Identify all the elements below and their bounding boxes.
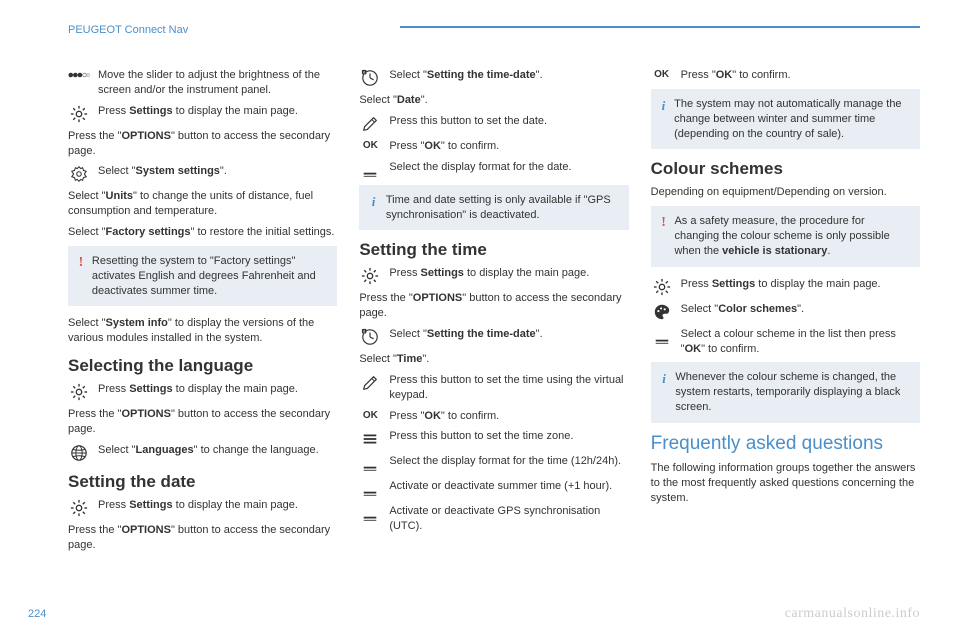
heading-colour: Colour schemes — [651, 159, 920, 179]
lines-icon — [359, 504, 381, 523]
dateformat-text: Select the display format for the date. — [389, 160, 628, 175]
watermark: carmanualsonline.info — [785, 606, 920, 622]
settings-text-2: Press Settings to display the main page. — [98, 382, 337, 397]
gear-icon — [68, 498, 90, 517]
time-text: Select "Time". — [359, 352, 628, 367]
summer-text: Activate or deactivate summer time (+1 h… — [389, 479, 628, 494]
info-icon: i — [661, 370, 668, 388]
heading-faq: Frequently asked questions — [651, 433, 920, 455]
lines-icon — [359, 429, 381, 448]
page-number: 224 — [28, 608, 46, 620]
faq-intro: The following information groups togethe… — [651, 461, 920, 506]
warning-icon: ! — [78, 254, 84, 273]
info-box-gps: i Time and date setting is only availabl… — [359, 185, 628, 231]
ok-text-2: Press "OK" to confirm. — [389, 409, 628, 424]
brightness-text: Move the slider to adjust the brightness… — [98, 68, 337, 98]
lines-icon — [359, 479, 381, 498]
slider-icon — [68, 68, 90, 81]
options-text-1: Press the "OPTIONS" button to access the… — [68, 129, 337, 159]
heading-time: Setting the time — [359, 240, 628, 260]
units-text: Select "Units" to change the units of di… — [68, 189, 337, 219]
info-text: Time and date setting is only available … — [386, 193, 619, 223]
gear-icon — [651, 277, 673, 296]
options-text-3: Press the "OPTIONS" button to access the… — [68, 523, 337, 553]
warning-box-safety: ! As a safety measure, the procedure for… — [651, 206, 920, 267]
gear-icon — [359, 266, 381, 285]
column-1: Move the slider to adjust the brightness… — [68, 68, 337, 559]
content-columns: Move the slider to adjust the brightness… — [40, 44, 920, 559]
factory-text: Select "Factory settings" to restore the… — [68, 225, 337, 240]
settings-text-3: Press Settings to display the main page. — [98, 498, 337, 513]
colorschemes-text: Select "Color schemes". — [681, 302, 920, 317]
globe-icon — [68, 443, 90, 462]
palette-icon — [651, 302, 673, 321]
gear-icon — [68, 382, 90, 401]
header-rule — [400, 26, 920, 28]
info-icon: i — [369, 193, 378, 211]
ok-icon: OK — [359, 409, 381, 421]
pencil-icon — [359, 373, 381, 392]
timezone-text: Press this button to set the time zone. — [389, 429, 628, 444]
info-text: Whenever the colour scheme is changed, t… — [675, 370, 910, 415]
warning-box-factory: ! Resetting the system to "Factory setti… — [68, 246, 337, 307]
options-text-4: Press the "OPTIONS" button to access the… — [359, 291, 628, 321]
languages-text: Select "Languages" to change the languag… — [98, 443, 337, 458]
gear-icon — [68, 104, 90, 123]
selectscheme-text: Select a colour scheme in the list then … — [681, 327, 920, 357]
column-3: OK Press "OK" to confirm. i The system m… — [651, 68, 920, 559]
pencil-icon — [359, 114, 381, 133]
lines-icon — [651, 327, 673, 346]
info-box-winter: i The system may not automatically manag… — [651, 89, 920, 150]
warning-text: Resetting the system to "Factory setting… — [92, 254, 327, 299]
options-text-2: Press the "OPTIONS" button to access the… — [68, 407, 337, 437]
ok-text-1: Press "OK" to confirm. — [389, 139, 628, 154]
system-settings-text: Select "System settings". — [98, 164, 337, 179]
setdate-text: Press this button to set the date. — [389, 114, 628, 129]
timedate-text-2: Select "Setting the time-date". — [389, 327, 628, 342]
warning-icon: ! — [661, 214, 667, 233]
lines-icon — [359, 454, 381, 473]
settings-text-1: Press Settings to display the main page. — [98, 104, 337, 119]
colour-intro: Depending on equipment/Depending on vers… — [651, 185, 920, 200]
gear-icon — [68, 164, 90, 183]
format-text: Select the display format for the time (… — [389, 454, 628, 469]
column-2: Select "Setting the time-date". Select "… — [359, 68, 628, 559]
sysinfo-text: Select "System info" to display the vers… — [68, 316, 337, 346]
info-text: The system may not automatically manage … — [674, 97, 910, 142]
ok-icon: OK — [651, 68, 673, 80]
lines-icon — [359, 160, 381, 179]
clock-icon — [359, 327, 381, 346]
info-icon: i — [661, 97, 666, 115]
settings-text-5: Press Settings to display the main page. — [681, 277, 920, 292]
ok-icon: OK — [359, 139, 381, 151]
date-text: Select "Date". — [359, 93, 628, 108]
clock-icon — [359, 68, 381, 87]
settime-text: Press this button to set the time using … — [389, 373, 628, 403]
ok-text-3: Press "OK" to confirm. — [681, 68, 920, 83]
heading-language: Selecting the language — [68, 356, 337, 376]
settings-text-4: Press Settings to display the main page. — [389, 266, 628, 281]
heading-date: Setting the date — [68, 472, 337, 492]
info-box-restart: i Whenever the colour scheme is changed,… — [651, 362, 920, 423]
gps-text: Activate or deactivate GPS synchronisati… — [389, 504, 628, 534]
timedate-text: Select "Setting the time-date". — [389, 68, 628, 83]
warning-text: As a safety measure, the procedure for c… — [674, 214, 910, 259]
